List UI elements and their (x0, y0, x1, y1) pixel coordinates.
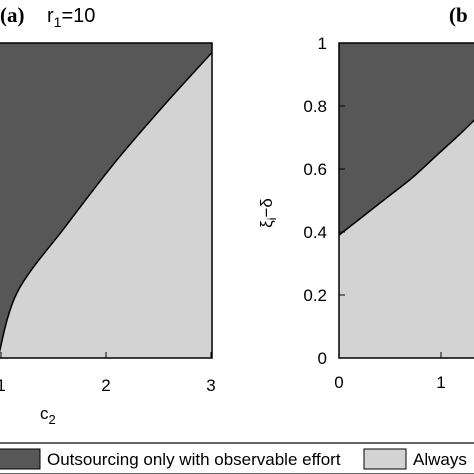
panel-b: (b 0 0.2 0.4 0.6 0.8 1 0 1 ξi−δ (257, 3, 474, 392)
panel-a-param: r1=10 (47, 5, 95, 30)
panel-a-label: (a) (0, 3, 25, 27)
panel-b-ylabel: ξi−δ (257, 198, 279, 228)
panel-a-frame (0, 42, 213, 359)
panel-a-xtick-label: 1 (0, 376, 6, 395)
legend: Outsourcing only with observable effort … (0, 442, 474, 474)
legend-label-dark: Outsourcing only with observable effort (47, 450, 341, 469)
panel-b-boundary-curve (338, 119, 474, 236)
panel-b-ytick-label: 1 (318, 34, 327, 53)
panel-b-frame (338, 42, 474, 359)
panel-b-ytick-label: 0.2 (303, 286, 327, 305)
legend-swatch-light (363, 448, 407, 470)
panel-a-light-region (0, 52, 212, 358)
panel-b-label: (b (449, 3, 468, 27)
panel-b-ytick-label: 0.6 (303, 160, 327, 179)
panel-a-boundary-curve (0, 51, 213, 354)
panel-b-light-region (339, 120, 474, 358)
panel-b-ytick-label: 0.4 (303, 223, 327, 242)
panel-b-xtick-label: 1 (436, 373, 445, 392)
panel-a-xtick-label: 3 (206, 376, 215, 395)
panel-a-xtick-label: 2 (101, 376, 110, 395)
legend-swatch-dark (0, 448, 41, 470)
legend-label-light: Always (413, 450, 467, 469)
panel-a-xlabel: c2 (40, 404, 56, 427)
panel-b-ytick-label: 0.8 (303, 97, 327, 116)
panel-a: (a) r1=10 1 2 3 c2 (0, 3, 216, 427)
panel-b-xtick-label: 0 (334, 373, 343, 392)
panel-b-yticks: 0 0.2 0.4 0.6 0.8 1 (303, 34, 345, 368)
panel-b-ytick-label: 0 (318, 349, 327, 368)
